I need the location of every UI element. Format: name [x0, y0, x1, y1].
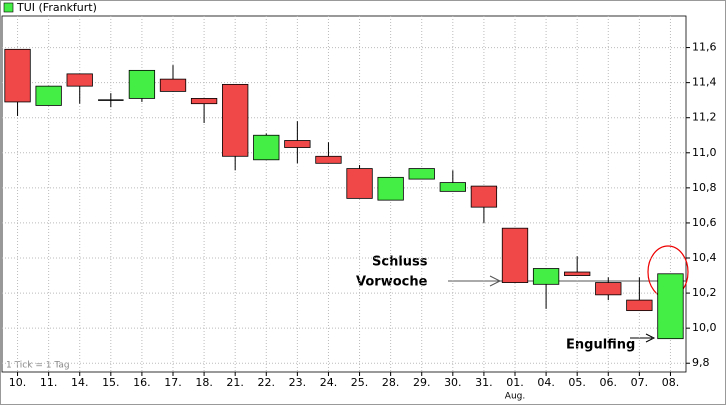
- candle-body: [626, 299, 653, 312]
- y-tick-label: 10,4: [692, 251, 717, 264]
- candle-body: [595, 282, 622, 296]
- y-tick-label: 11,0: [692, 146, 717, 159]
- candle-body: [564, 271, 591, 276]
- candle-body: [439, 182, 466, 192]
- note: 1 Tick = 1 Tag: [6, 361, 70, 371]
- x-tick-label: 01.: [506, 376, 524, 389]
- annotation: Schluss: [372, 255, 428, 270]
- y-tick-label: 10,6: [692, 216, 717, 229]
- x-tick-label: 23.: [289, 376, 307, 389]
- candle-body: [501, 227, 529, 283]
- annotation: Engulfing: [566, 338, 635, 353]
- y-tick-label: 10,2: [692, 286, 717, 299]
- x-tick-label: 31.: [475, 376, 493, 389]
- x-tick-label: 07.: [631, 376, 649, 389]
- candle-body: [532, 268, 560, 285]
- x-tick-label: 29.: [413, 376, 431, 389]
- x-tick-label: 16.: [133, 376, 151, 389]
- x-tick-label: 11.: [40, 376, 58, 389]
- candle-body: [408, 168, 435, 180]
- arrow: [645, 333, 656, 343]
- y-tick-label: 11,2: [692, 111, 717, 124]
- x-tick-label: 05.: [568, 376, 586, 389]
- x-tick-label: 22.: [258, 376, 276, 389]
- x-tick-label: 14.: [71, 376, 89, 389]
- candle-body: [377, 176, 404, 201]
- legend-label: TUI (Frankfurt): [16, 1, 97, 14]
- candle-body: [35, 85, 62, 106]
- legend-swatch: [3, 2, 14, 13]
- candle-body: [128, 69, 156, 99]
- x-tick-label: 10.: [9, 376, 27, 389]
- x-tick-label: 30.: [444, 376, 462, 389]
- x-tick-label: 04.: [537, 376, 555, 389]
- candle-body: [470, 185, 498, 208]
- x-tick-label: 28.: [382, 376, 400, 389]
- candle-body: [66, 73, 93, 87]
- x-tick-label: 17.: [164, 376, 182, 389]
- candle-body: [284, 140, 311, 148]
- y-tick-label: 11,4: [692, 76, 717, 89]
- x-month-label: Aug.: [505, 392, 525, 402]
- x-tick-label: 15.: [102, 376, 120, 389]
- arrow: [489, 275, 502, 287]
- y-tick-label: 10,8: [692, 181, 717, 194]
- candle-body: [159, 78, 187, 92]
- x-tick-label: 24.: [320, 376, 338, 389]
- x-tick-label: 21.: [226, 376, 244, 389]
- candle-body: [657, 273, 684, 340]
- candle-body: [222, 83, 249, 157]
- x-tick-label: 25.: [351, 376, 369, 389]
- y-tick-label: 11,6: [692, 41, 717, 54]
- x-tick-label: 18.: [195, 376, 213, 389]
- candle-body: [4, 48, 31, 103]
- y-tick-label: 9,8: [692, 356, 710, 369]
- y-tick-label: 10,0: [692, 321, 717, 334]
- candle-body: [346, 168, 373, 199]
- plot-area: [1, 15, 687, 373]
- x-tick-label: 08.: [662, 376, 680, 389]
- x-tick-label: 06.: [600, 376, 618, 389]
- candle-body: [253, 134, 280, 161]
- annotation: Vorwoche: [356, 275, 428, 290]
- candle-body: [190, 98, 218, 105]
- candle-body: [315, 155, 342, 164]
